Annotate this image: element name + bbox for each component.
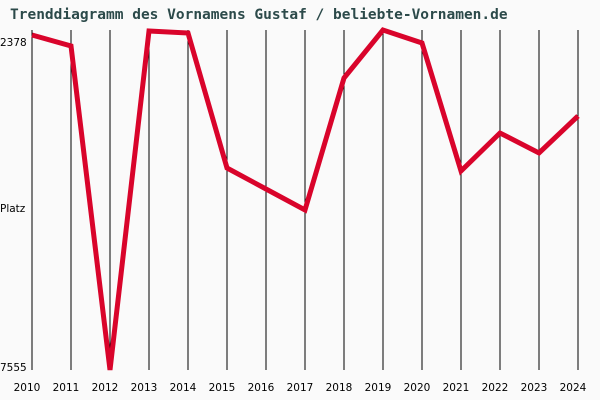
x-tick-label: 2013 bbox=[131, 382, 158, 394]
y-axis-title: Platz bbox=[0, 203, 26, 215]
x-tick-label: 2017 bbox=[287, 382, 314, 394]
vertical-gridlines bbox=[31, 30, 579, 370]
x-tick-label: 2015 bbox=[209, 382, 236, 394]
x-tick-label: 2012 bbox=[92, 382, 119, 394]
x-tick-label: 2016 bbox=[248, 382, 275, 394]
x-tick-label: 2021 bbox=[443, 382, 470, 394]
x-tick-label: 2014 bbox=[170, 382, 197, 394]
x-tick-label: 2018 bbox=[326, 382, 353, 394]
x-tick-label: 2011 bbox=[53, 382, 80, 394]
y-axis-labels: 2378 Platz 7555 bbox=[0, 37, 27, 374]
x-tick-label: 2023 bbox=[521, 382, 548, 394]
x-tick-label: 2024 bbox=[560, 382, 587, 394]
series-line-gustaf bbox=[31, 27, 580, 371]
y-tick-bottom: 7555 bbox=[0, 362, 27, 374]
x-tick-label: 2022 bbox=[482, 382, 509, 394]
x-tick-label: 2019 bbox=[365, 382, 392, 394]
y-tick-top: 2378 bbox=[0, 37, 27, 49]
x-axis-labels: 2010 2011 2012 2013 2014 2015 2016 2017 2018 2019… bbox=[14, 382, 587, 394]
x-tick-label: 2010 bbox=[14, 382, 41, 394]
chart-title: Trenddiagramm des Vornamens Gustaf / bel… bbox=[10, 7, 508, 23]
x-tick-label: 2020 bbox=[404, 382, 431, 394]
